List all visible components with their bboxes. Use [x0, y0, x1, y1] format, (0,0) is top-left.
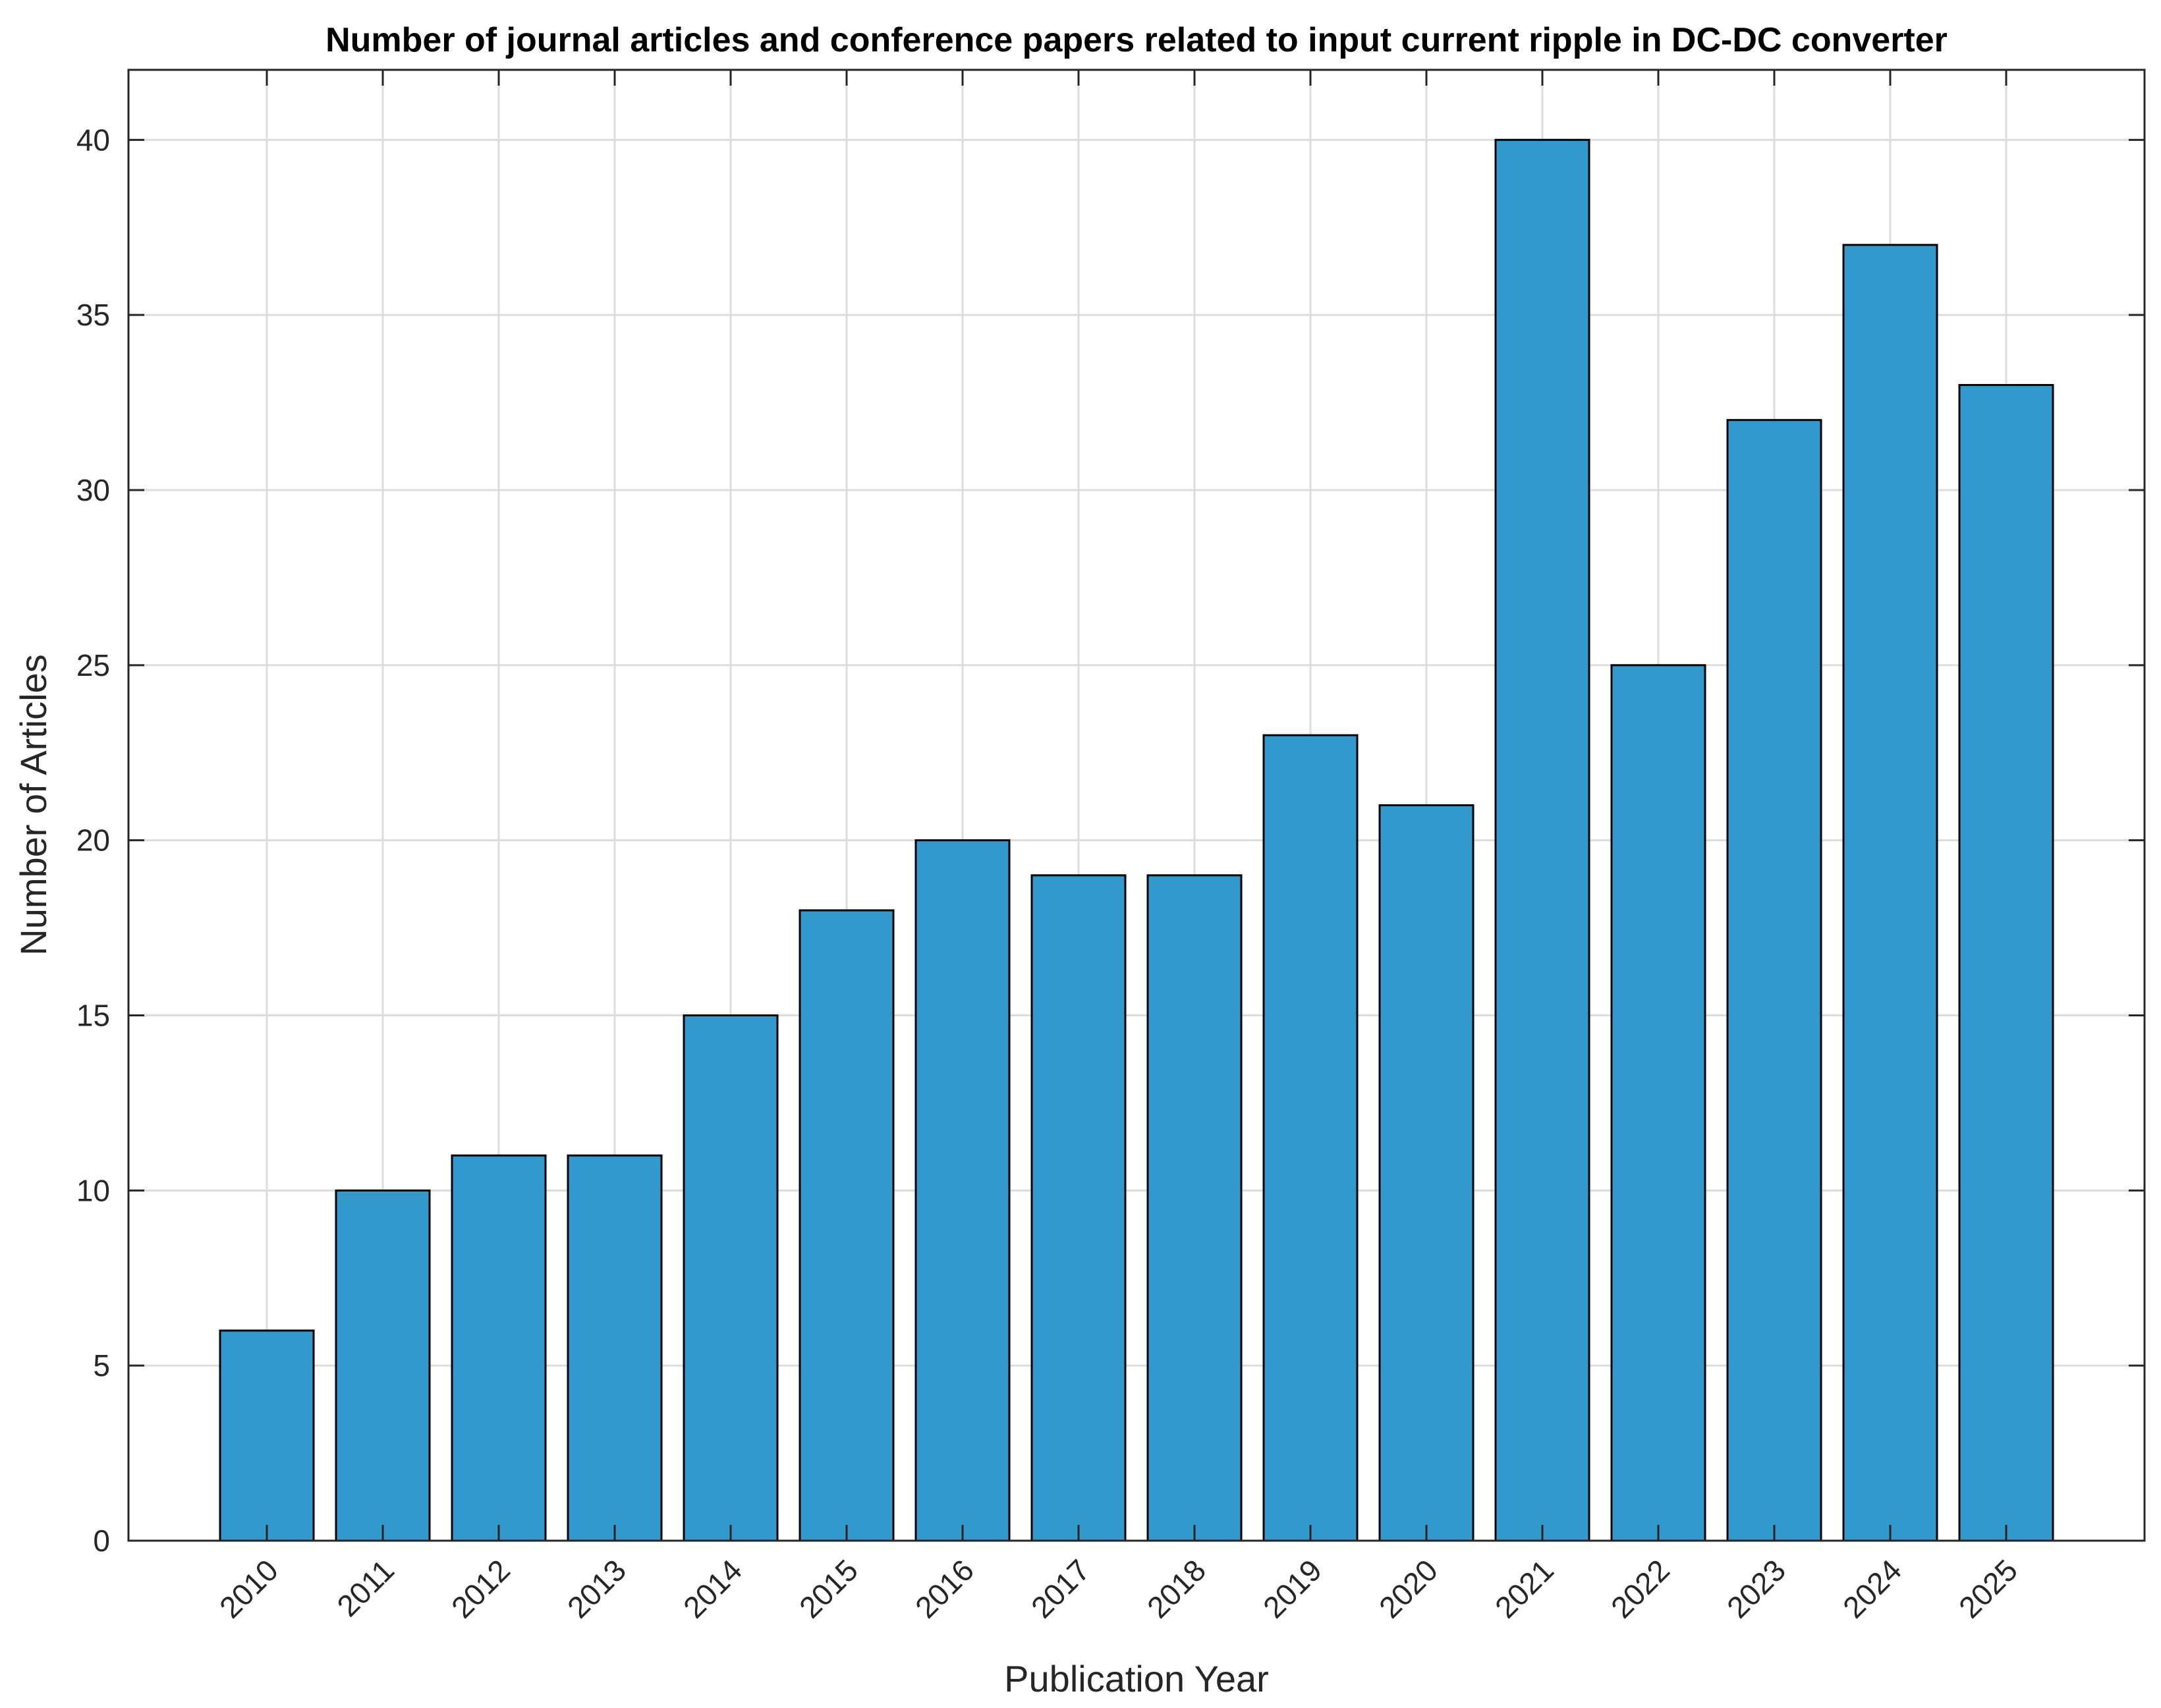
y-tick-label: 20 [76, 823, 110, 858]
x-tick-label: 2021 [1488, 1553, 1560, 1624]
bar-2011 [335, 1189, 431, 1542]
y-tick-label: 0 [93, 1524, 110, 1558]
x-tick-label: 2025 [1952, 1553, 2024, 1624]
bar-2023 [1726, 419, 1822, 1542]
y-tick-label: 25 [76, 648, 110, 682]
bar-2014 [683, 1014, 779, 1542]
x-tick-label: 2024 [1836, 1553, 1908, 1624]
x-tick-label: 2023 [1720, 1553, 1792, 1624]
bar-2017 [1030, 874, 1127, 1542]
y-tick-label: 40 [76, 123, 110, 157]
bar-2018 [1146, 874, 1243, 1542]
bar-2022 [1610, 664, 1706, 1542]
bar-2012 [451, 1154, 547, 1542]
x-tick-label: 2017 [1024, 1553, 1096, 1624]
x-tick-label: 2014 [677, 1553, 748, 1624]
y-tick-label: 35 [76, 298, 110, 332]
bar-2013 [567, 1154, 663, 1542]
x-tick-label: 2018 [1140, 1553, 1212, 1624]
grid [128, 70, 2145, 1541]
bar-2019 [1262, 734, 1359, 1542]
y-tick-label: 15 [76, 999, 110, 1033]
bar-2016 [914, 839, 1011, 1542]
x-axis-label: Publication Year [1004, 1658, 1269, 1699]
x-tick-label: 2016 [909, 1553, 980, 1624]
bar-2021 [1494, 138, 1590, 1542]
x-tick-label: 2010 [213, 1553, 285, 1624]
x-tick-label: 2019 [1256, 1553, 1328, 1624]
ticks [128, 70, 2145, 1542]
y-tick-label: 30 [76, 473, 110, 507]
bars [219, 138, 2054, 1542]
x-tick-label: 2022 [1604, 1553, 1676, 1624]
y-tick-label: 5 [93, 1348, 110, 1383]
x-tick-label: 2013 [561, 1553, 632, 1624]
bar-2010 [219, 1329, 315, 1542]
bar-2024 [1842, 244, 1938, 1542]
y-tick-labels: 0 5 10 15 20 25 30 35 40 [76, 123, 110, 1558]
bar-2020 [1378, 804, 1474, 1542]
chart-title: Number of journal articles and conferenc… [325, 21, 1948, 59]
x-tick-labels: 2010 2011 2012 2013 2014 2015 2016 2017 2018 2019… [213, 1553, 2024, 1624]
plot-frame [127, 69, 2146, 1542]
y-tick-label: 10 [76, 1173, 110, 1207]
x-tick-label: 2012 [445, 1553, 517, 1624]
bar-2025 [1958, 384, 2054, 1542]
x-tick-label: 2020 [1372, 1553, 1444, 1624]
y-axis-label: Number of Articles [13, 654, 54, 956]
x-tick-label: 2011 [330, 1553, 401, 1623]
x-tick-label: 2015 [793, 1553, 864, 1624]
bar-2015 [799, 909, 895, 1542]
